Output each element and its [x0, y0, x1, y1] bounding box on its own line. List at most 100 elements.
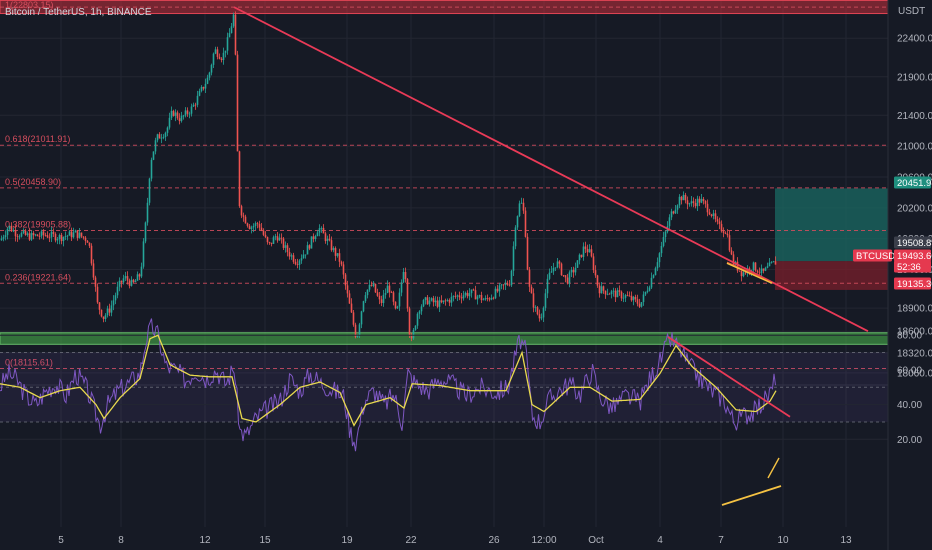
candle-body: [724, 232, 727, 234]
rsi-pane: [0, 318, 888, 506]
candle-body: [182, 115, 185, 117]
candle-body: [220, 58, 223, 61]
candle-body: [508, 284, 511, 286]
candle-body: [634, 296, 637, 300]
candle-body: [586, 248, 589, 253]
candle-body: [594, 270, 597, 276]
candle-body: [706, 203, 709, 213]
candle-body: [520, 202, 523, 204]
price-divergence-line: [726, 262, 773, 284]
candle-body: [208, 72, 211, 78]
y-tick-label: 22400.00: [897, 34, 932, 45]
candle-body: [494, 288, 497, 299]
candle-body: [250, 227, 253, 229]
candle-body: [754, 262, 757, 271]
y-tick-label: 21000.00: [897, 142, 932, 153]
price-tag-last: [894, 249, 931, 262]
candle-body: [22, 230, 25, 233]
candle-body: [590, 249, 593, 257]
candle-body: [710, 214, 713, 216]
candle-body: [162, 137, 165, 138]
candle-body: [528, 269, 531, 287]
candle-body: [692, 201, 695, 203]
candle-body: [698, 198, 701, 203]
candle-body: [296, 264, 299, 265]
candle-body: [108, 308, 111, 313]
candle-body: [70, 231, 73, 238]
candle-body: [334, 248, 337, 256]
candle-body: [158, 134, 161, 139]
candle-body: [300, 258, 303, 261]
candle-body: [432, 298, 435, 303]
descending-trendline: [233, 6, 869, 333]
candle-body: [582, 246, 585, 257]
candle-body: [154, 140, 157, 152]
candle-body: [496, 288, 499, 292]
candle-body: [48, 237, 51, 239]
candle-body: [674, 209, 677, 214]
candle-body: [550, 271, 553, 273]
candle-body: [206, 77, 209, 84]
candle-body: [44, 235, 47, 236]
candle-body: [566, 277, 569, 284]
candle-body: [138, 274, 141, 277]
candle-body: [278, 237, 281, 241]
candle-body: [740, 270, 743, 277]
candle-body: [602, 286, 605, 291]
x-tick-label: Oct: [588, 535, 604, 546]
candle-body: [202, 86, 205, 89]
candle-body: [328, 238, 331, 241]
candle-body: [688, 203, 691, 205]
candle-body: [358, 324, 361, 336]
candle-body: [106, 308, 109, 316]
rsi-y-tick-label: 60.00: [897, 365, 922, 376]
candle-body: [406, 279, 409, 309]
fib-label: 0.5(20458.90): [5, 177, 61, 187]
candle-body: [544, 293, 547, 308]
candle-body: [346, 285, 349, 294]
candle-body: [386, 285, 389, 294]
price-tag-symbol: [853, 249, 892, 262]
candle-body: [412, 329, 415, 339]
candle-body: [270, 242, 273, 244]
candle-body: [394, 301, 397, 309]
candle-body: [28, 233, 31, 240]
candle-body: [298, 260, 301, 265]
rsi-y-tick-label: 80.00: [897, 331, 922, 342]
candle-body: [92, 263, 95, 278]
candle-body: [344, 274, 347, 286]
candle-body: [176, 112, 179, 119]
candle-body: [114, 295, 117, 301]
candle-body: [30, 233, 33, 240]
candle-body: [564, 275, 567, 278]
candle-body: [436, 300, 439, 307]
candle-body: [472, 289, 475, 291]
candle-body: [714, 213, 717, 220]
chart-title: Bitcoin / TetherUS, 1h, BINANCE: [5, 7, 152, 18]
candle-body: [132, 279, 135, 283]
candle-body: [462, 295, 465, 299]
candle-body: [74, 230, 77, 233]
candle-body: [96, 286, 99, 303]
candle-body: [82, 236, 85, 238]
candle-body: [408, 308, 411, 336]
candle-body: [658, 253, 661, 263]
candle-body: [434, 300, 437, 303]
candle-body: [76, 230, 79, 238]
candle-body: [258, 224, 261, 228]
candle-body: [662, 237, 665, 247]
candle-body: [214, 49, 217, 54]
candle-body: [36, 234, 39, 237]
candle-body: [618, 290, 621, 292]
candle-body: [148, 178, 151, 203]
candle-body: [98, 302, 101, 310]
candle-body: [668, 217, 671, 227]
candle-body: [314, 236, 317, 240]
candle-body: [34, 234, 37, 236]
price-tag-label: 19508.85: [897, 238, 932, 249]
candle-body: [84, 237, 87, 241]
candle-body: [10, 225, 13, 232]
candle-body: [574, 267, 577, 273]
